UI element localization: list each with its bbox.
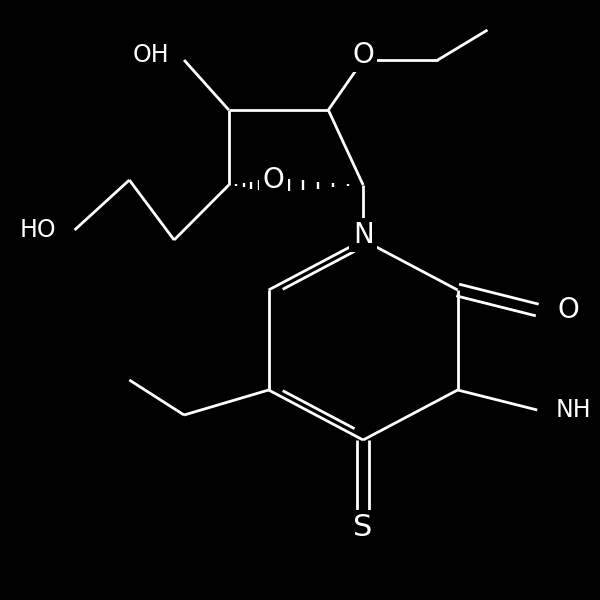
Text: S: S [353, 514, 373, 542]
Text: OH: OH [133, 43, 169, 67]
Text: O: O [263, 166, 284, 194]
Text: O: O [352, 41, 374, 69]
Text: NH: NH [555, 398, 591, 422]
Text: N: N [353, 221, 374, 249]
Text: O: O [557, 296, 579, 324]
Text: HO: HO [20, 218, 57, 242]
